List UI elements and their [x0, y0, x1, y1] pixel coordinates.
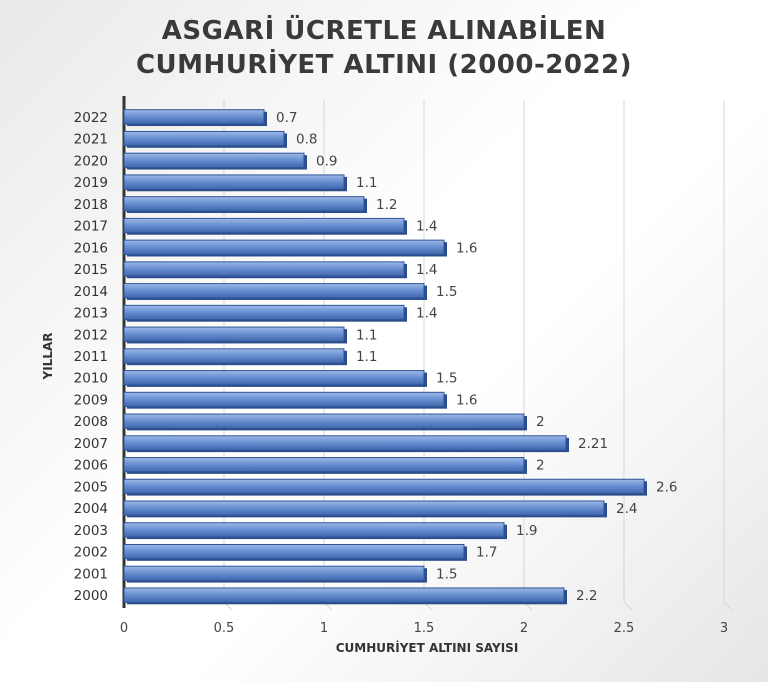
bar	[123, 130, 285, 147]
y-tick-label: 2009	[74, 392, 108, 408]
y-tick-label: 2015	[74, 262, 108, 278]
y-tick-label: 2001	[74, 566, 108, 582]
bar	[123, 196, 365, 212]
bar	[123, 348, 345, 364]
data-label: 2	[536, 458, 545, 474]
data-label: 0.9	[316, 153, 337, 169]
data-label: 0.8	[296, 132, 317, 148]
gridline-floor	[723, 601, 733, 611]
x-tick-label: 1	[320, 621, 328, 636]
bar	[123, 152, 305, 169]
y-tick-label: 2017	[74, 219, 108, 235]
bar	[123, 261, 405, 277]
gridline-floor	[623, 601, 633, 611]
y-tick-label: 2014	[74, 284, 108, 300]
y-tick-label: 2000	[74, 588, 108, 604]
data-label: 2.21	[578, 436, 608, 452]
y-tick-label: 2022	[74, 110, 108, 126]
bar	[123, 543, 465, 560]
x-tick-label: 0	[120, 621, 128, 636]
x-axis-title: CUMHURİYET ALTINI SAYISI	[336, 640, 519, 655]
data-label: 1.1	[356, 349, 377, 365]
y-tick-label: 2016	[74, 240, 108, 256]
bar	[123, 587, 565, 603]
y-tick-label: 2003	[74, 523, 108, 539]
x-tick-label: 1.5	[414, 621, 435, 636]
y-tick-label: 2008	[74, 414, 108, 430]
data-label: 2.4	[616, 501, 637, 517]
bar	[123, 565, 425, 582]
x-tick-label: 2	[520, 621, 528, 636]
data-label: 0.7	[276, 110, 297, 126]
bar	[123, 174, 345, 190]
y-tick-label: 2013	[74, 306, 108, 322]
bar	[123, 413, 525, 429]
bar	[123, 304, 405, 321]
y-tick-label: 2006	[74, 458, 108, 474]
data-label: 1.1	[356, 175, 377, 191]
x-tick-label: 3	[720, 621, 728, 636]
data-label: 1.6	[456, 240, 477, 256]
x-tick-label: 0.5	[214, 621, 235, 636]
bar	[123, 109, 265, 125]
bar	[123, 326, 345, 342]
data-label: 1.4	[416, 306, 437, 322]
data-label: 1.9	[516, 523, 537, 539]
data-label: 1.5	[436, 566, 457, 582]
chart-title-line-2: CUMHURİYET ALTINI (2000-2022)	[135, 50, 633, 80]
bar	[123, 478, 645, 495]
bar	[123, 370, 425, 386]
data-label: 1.5	[436, 371, 457, 387]
data-label: 2.6	[656, 479, 677, 495]
y-tick-label: 2020	[74, 153, 108, 169]
x-tick-label: 2.5	[614, 621, 635, 636]
y-tick-label: 2007	[74, 436, 108, 452]
y-tick-label: 2002	[74, 545, 108, 561]
bar	[123, 500, 605, 516]
bar	[123, 217, 405, 234]
y-tick-label: 2019	[74, 175, 108, 191]
data-label: 1.4	[416, 219, 437, 235]
bar	[123, 522, 505, 538]
data-label: 1.6	[456, 392, 477, 408]
y-tick-label: 2010	[74, 371, 108, 387]
bar	[123, 239, 445, 255]
data-label: 1.2	[376, 197, 397, 213]
y-axis-title: YILLAR	[41, 333, 55, 381]
data-label: 1.4	[416, 262, 437, 278]
y-tick-label: 2012	[74, 327, 108, 343]
bar	[123, 435, 567, 451]
bar	[123, 283, 425, 299]
y-tick-label: 2021	[74, 132, 108, 148]
data-label: 1.1	[356, 327, 377, 343]
data-label: 2	[536, 414, 545, 430]
y-tick-label: 2004	[74, 501, 108, 517]
data-label: 1.7	[476, 545, 497, 561]
chart-title-line-1: ASGARİ ÜCRETLE ALINABİLEN	[161, 16, 607, 46]
data-label: 1.5	[436, 284, 457, 300]
bar	[123, 391, 445, 408]
y-tick-label: 2018	[74, 197, 108, 213]
y-tick-label: 2011	[74, 349, 108, 365]
data-label: 2.2	[576, 588, 597, 604]
bar	[123, 457, 525, 473]
y-tick-label: 2005	[74, 479, 108, 495]
